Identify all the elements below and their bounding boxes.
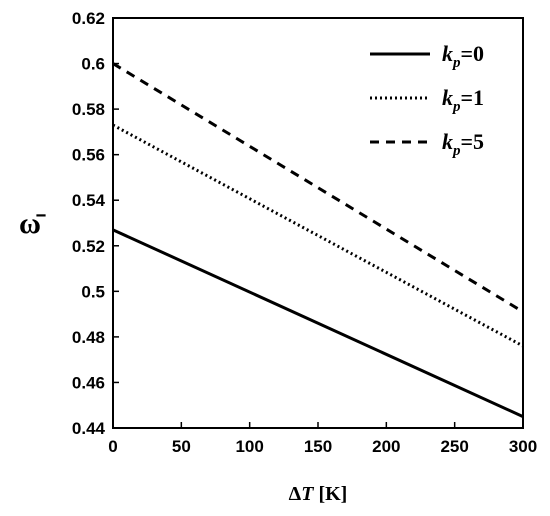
legend-label-val: =5 [461, 129, 485, 154]
y-axis-label: ω̄ [19, 207, 46, 240]
y-axis: 0.44 0.46 0.48 0.5 0.52 0.54 0.56 0.58 0.6 0.62 [72, 9, 119, 438]
y-tick-label: 0.5 [81, 282, 105, 301]
x-axis-label: ΔT [K] [289, 483, 348, 505]
legend-label-sub: p [451, 99, 461, 115]
x-tick-label: 150 [304, 437, 332, 456]
legend-label-val: =0 [461, 41, 485, 66]
y-tick-label: 0.62 [72, 9, 105, 28]
plot-frame [112, 17, 524, 429]
y-tick-label: 0.48 [72, 328, 105, 347]
x-tick-label: 200 [372, 437, 400, 456]
x-tick-label: 250 [440, 437, 468, 456]
y-tick-label: 0.56 [72, 146, 105, 165]
legend-label-kp=5: kp=5 [442, 129, 484, 159]
x-tick-label: 50 [172, 437, 191, 456]
series-line-kp=1 [112, 123, 524, 348]
legend-label-kp=1: kp=1 [442, 85, 484, 115]
plot-area: 0 50 100 150 200 250 300 0.440.460.480.50.520.… [72, 9, 537, 456]
y-tick-label: 0.58 [72, 100, 105, 119]
y-tick-label: 0.54 [72, 191, 106, 210]
x-axis: 0 50 100 150 200 250 300 [108, 422, 537, 456]
y-tick-label: 0.52 [72, 237, 105, 256]
legend: kp=0kp=1kp=5 [370, 41, 484, 159]
y-tick-label: 0.6 [81, 55, 105, 74]
legend-label-kp=0: kp=0 [442, 41, 484, 71]
x-axis-label-unit: [K] [313, 483, 347, 505]
series-line-kp=0 [112, 228, 524, 418]
y-tick-label: 0.46 [72, 373, 105, 392]
legend-label-var: k [442, 129, 453, 154]
x-tick-label: 0 [108, 437, 117, 456]
x-axis-label-delta: Δ [289, 483, 302, 505]
legend-label-var: k [442, 41, 453, 66]
legend-label-sub: p [451, 143, 461, 159]
legend-label-sub: p [451, 55, 461, 71]
x-tick-label: 100 [235, 437, 263, 456]
legend-label-val: =1 [461, 85, 485, 110]
y-tick-label: 0.44 [72, 419, 106, 438]
x-axis-label-var: T [301, 483, 314, 505]
legend-label-var: k [442, 85, 453, 110]
series-layer [112, 62, 524, 418]
x-tick-label: 300 [509, 437, 537, 456]
